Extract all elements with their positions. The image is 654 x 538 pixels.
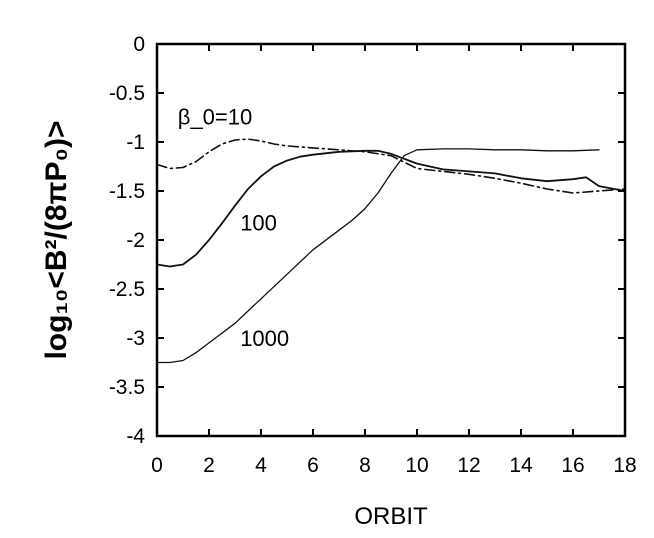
x-tick-label: 16 (561, 454, 584, 477)
x-tick-label: 4 (255, 454, 267, 477)
axis-ticks (156, 43, 626, 437)
x-tick-label: 14 (509, 454, 533, 477)
plot-frame (155, 42, 627, 438)
annotation-beta1000: 1000 (240, 326, 289, 351)
y-tick-label: -2 (126, 229, 145, 252)
y-tick-label: -4 (126, 425, 145, 448)
series-line-beta10 (156, 138, 626, 194)
y-tick-label: -1.5 (109, 180, 145, 203)
annotation-beta100: 100 (240, 210, 277, 235)
annotation-beta10: β_0=10 (178, 105, 252, 130)
y-axis-label: log₁₀<B²/(8πP₀)> (40, 120, 73, 359)
series-line-beta100 (156, 149, 626, 268)
x-tick-label: 18 (613, 454, 636, 477)
y-tick-label: -2.5 (109, 278, 145, 301)
x-axis-label: ORBIT (354, 503, 428, 530)
x-tick-label: 6 (307, 454, 319, 477)
series-annotations: β_0=10 100 1000 (178, 105, 289, 351)
y-axis-label-text: log₁₀<B²/(8πP₀)> (40, 120, 73, 359)
series-lines (156, 138, 626, 364)
series-line-beta1000 (156, 148, 600, 364)
y-tick-label: -3.5 (109, 376, 145, 399)
x-tick-label: 2 (203, 454, 215, 477)
y-tick-label: -3 (126, 327, 145, 350)
y-tick-label: -0.5 (109, 82, 145, 105)
y-tick-label: 0 (133, 33, 145, 56)
x-tick-label: 8 (359, 454, 371, 477)
x-tick-label: 10 (405, 454, 428, 477)
x-tick-label: 12 (457, 454, 480, 477)
tick-labels: 0 2 4 6 8 10 12 14 16 18 0 -0.5 -1 -1.5 -2 -2.5 -3 -3.5 -4 (109, 33, 637, 477)
y-tick-label: -1 (126, 131, 145, 154)
x-tick-label: 0 (151, 454, 163, 477)
